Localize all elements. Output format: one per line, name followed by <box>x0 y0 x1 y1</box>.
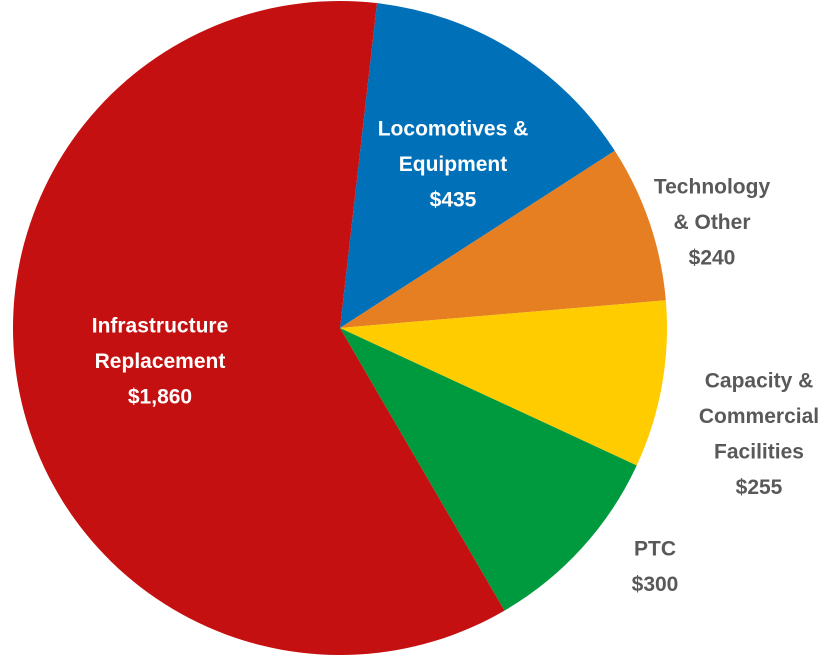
slice-label: Facilities <box>714 441 804 464</box>
pie-slice <box>340 150 666 328</box>
slice-label: PTC <box>634 538 676 561</box>
value-label: $300 <box>632 573 679 596</box>
value-label: $1,860 <box>128 386 192 409</box>
slice-label: Capacity & <box>705 370 814 393</box>
value-label: $435 <box>430 189 477 212</box>
value-label: $255 <box>736 476 783 499</box>
slice-label: Replacement <box>95 350 226 373</box>
pie-slice <box>13 0 505 655</box>
value-label: $240 <box>689 247 736 270</box>
pie-slice <box>340 328 637 611</box>
pie-slice <box>340 300 667 466</box>
slice-label: Locomotives & <box>378 118 529 141</box>
slice-label: Infrastructure <box>92 315 229 338</box>
slice-label: Commercial <box>699 405 819 428</box>
slice-label: Technology <box>654 176 771 199</box>
slice-label: Equipment <box>399 153 508 176</box>
pie-slice <box>340 3 615 329</box>
slice-label: & Other <box>673 211 750 234</box>
